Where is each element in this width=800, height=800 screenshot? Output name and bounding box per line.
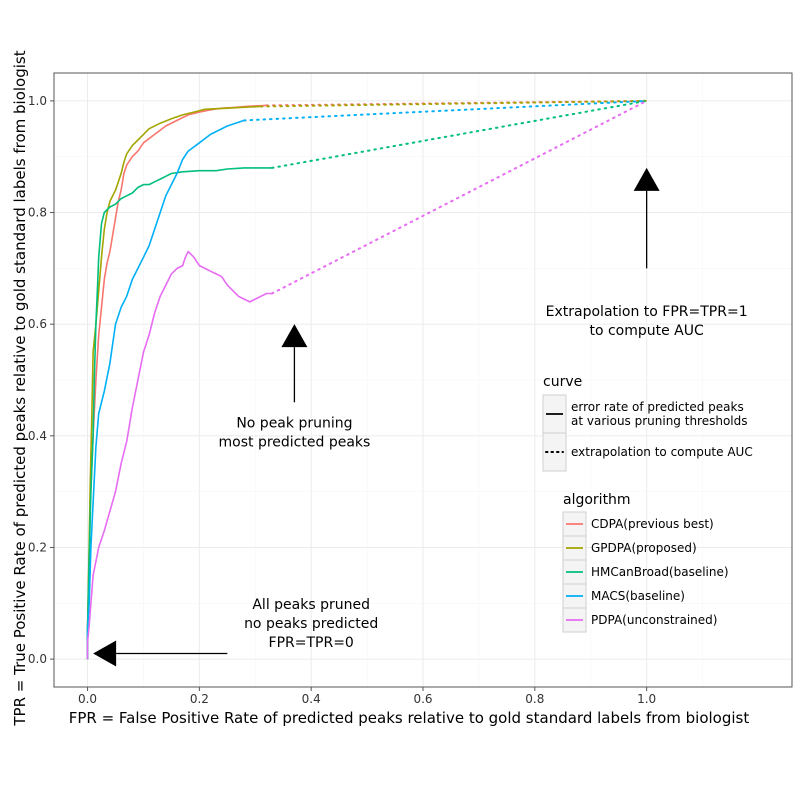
legend-algorithm-label: HMCanBroad(baseline) bbox=[591, 565, 729, 579]
legend-algorithm: algorithm CDPA(previous best) GPDPA(propo… bbox=[562, 492, 729, 633]
y-tick-label: 1.0 bbox=[28, 94, 47, 108]
legend-curve-label: at various pruning thresholds bbox=[571, 414, 748, 428]
legend-algorithm-title: algorithm bbox=[563, 492, 631, 508]
annotation-arrow-head bbox=[633, 167, 660, 191]
annotation-text-line: to compute AUC bbox=[589, 323, 704, 339]
axis-ticks: 0.0 0.2 0.4 0.6 0.8 1.0 0.0 0.2 0.4 0.6 0.8 1.0 bbox=[28, 94, 656, 706]
extrapolation-line-macs bbox=[243, 99, 648, 122]
x-tick-label: 0.6 bbox=[413, 692, 432, 706]
legend-algorithm-label: MACS(baseline) bbox=[591, 589, 685, 603]
roc-line-macs bbox=[86, 119, 245, 660]
y-tick-label: 0.4 bbox=[28, 429, 47, 443]
extrapolation-line-gpdpa bbox=[259, 99, 648, 108]
legend-algorithm-entry: GPDPA(proposed) bbox=[562, 535, 697, 561]
annotation-text-line: no peaks predicted bbox=[244, 616, 378, 632]
legend-curve-label: error rate of predicted peaks bbox=[571, 400, 744, 414]
annotation-1: Extrapolation to FPR=TPR=1 to compute AUC bbox=[546, 167, 748, 339]
annotation-text-line: most predicted peaks bbox=[219, 434, 371, 450]
annotation-text-line: FPR=TPR=0 bbox=[269, 635, 354, 651]
grid bbox=[54, 73, 792, 687]
annotation-arrow-head bbox=[93, 640, 117, 667]
legend-curve-label: extrapolation to compute AUC bbox=[571, 445, 753, 459]
x-tick-label: 0.8 bbox=[525, 692, 544, 706]
roc-line-gpdpa bbox=[86, 105, 261, 660]
annotation-text-line: No peak pruning bbox=[236, 415, 352, 431]
annotation-text-line: All peaks pruned bbox=[252, 597, 370, 613]
legend-algorithm-entry: PDPA(unconstrained) bbox=[562, 607, 717, 633]
legend-key-box bbox=[542, 432, 567, 472]
annotation-3: All peaks pruned no peaks predicted FPR=TP… bbox=[93, 597, 378, 667]
legend-curve-title: curve bbox=[543, 374, 582, 390]
legend-algorithm-entry: CDPA(previous best) bbox=[562, 511, 714, 537]
annotation-2: No peak pruning most predicted peaks bbox=[219, 324, 371, 450]
x-tick-label: 1.0 bbox=[637, 692, 656, 706]
legend-algorithm-entry: HMCanBroad(baseline) bbox=[562, 559, 729, 585]
annotations: Extrapolation to FPR=TPR=1 to compute AUC… bbox=[93, 167, 748, 667]
roc-line-hmcanbroad bbox=[86, 167, 272, 660]
extrapolation-line-hmcanbroad bbox=[271, 99, 648, 169]
extrapolation-line-pdpa bbox=[271, 99, 648, 295]
y-tick-label: 0.6 bbox=[28, 317, 47, 331]
legend-algorithm-label: GPDPA(proposed) bbox=[591, 541, 697, 555]
series-pdpa bbox=[86, 99, 648, 660]
y-tick-label: 0.2 bbox=[28, 540, 47, 554]
x-tick-label: 0.4 bbox=[302, 692, 321, 706]
series-macs bbox=[86, 99, 648, 660]
roc-line-pdpa bbox=[86, 250, 272, 660]
annotation-text-line: Extrapolation to FPR=TPR=1 bbox=[546, 304, 748, 320]
series-gpdpa bbox=[86, 99, 648, 660]
y-axis-title: TPR = True Positive Rate of predicted pe… bbox=[11, 50, 29, 726]
series-layer bbox=[86, 99, 648, 660]
y-tick-label: 0.0 bbox=[28, 652, 47, 666]
series-hmcanbroad bbox=[86, 99, 648, 660]
legend-algorithm-label: CDPA(previous best) bbox=[591, 517, 714, 531]
legend-curve-entry: extrapolation to compute AUC bbox=[542, 432, 753, 472]
legend-algorithm-label: PDPA(unconstrained) bbox=[591, 613, 717, 627]
y-tick-label: 0.8 bbox=[28, 206, 47, 220]
annotation-arrow-head bbox=[281, 324, 308, 348]
x-tick-label: 0.0 bbox=[78, 692, 97, 706]
x-tick-label: 0.2 bbox=[190, 692, 209, 706]
x-axis-title: FPR = False Positive Rate of predicted p… bbox=[69, 709, 750, 727]
